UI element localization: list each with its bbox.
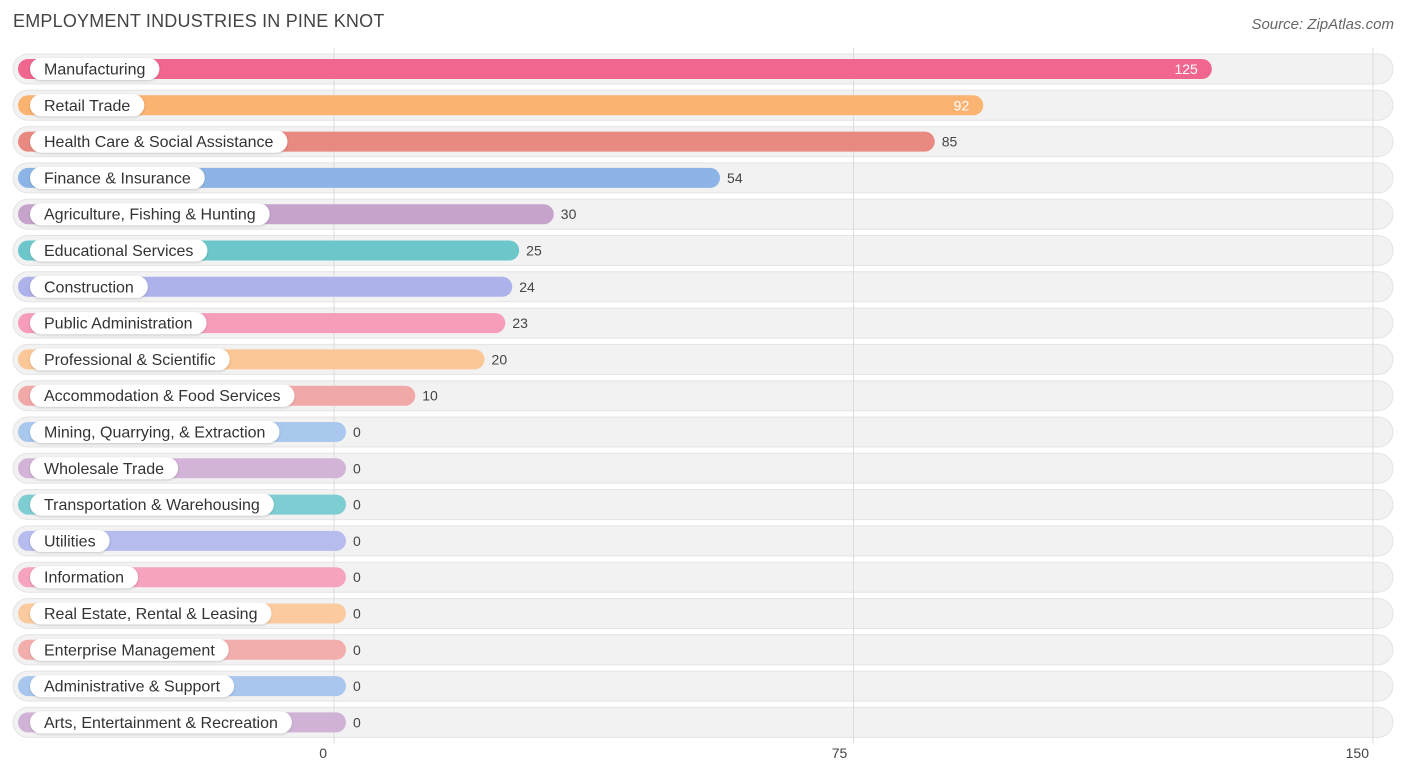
category-pill <box>30 203 270 226</box>
category-pill <box>30 421 280 443</box>
category-pill <box>30 602 272 625</box>
value-label: 30 <box>561 206 577 222</box>
category-pill <box>30 493 274 516</box>
category-pill <box>30 275 148 298</box>
category-pill <box>30 675 235 698</box>
category-pill <box>30 166 205 189</box>
category-pill <box>30 239 208 262</box>
category-label: Construction <box>44 279 134 296</box>
chart-title: EMPLOYMENT INDUSTRIES IN PINE KNOT <box>13 11 385 31</box>
row-track <box>12 452 1394 484</box>
value-label: 0 <box>353 533 361 549</box>
category-label: Accommodation & Food Services <box>44 388 281 405</box>
value-label: 0 <box>353 678 361 694</box>
category-label: Manufacturing <box>44 62 145 79</box>
category-label: Public Administration <box>44 316 193 333</box>
category-pill <box>30 711 292 734</box>
category-pill <box>30 348 230 371</box>
x-tick-label: 0 <box>319 745 327 761</box>
category-pill <box>30 566 139 589</box>
value-label: 85 <box>942 134 958 150</box>
x-tick-label: 150 <box>1346 745 1370 761</box>
value-label: 0 <box>353 642 361 658</box>
value-label: 0 <box>353 460 361 476</box>
value-label: 0 <box>353 606 361 622</box>
row-track <box>12 416 1394 448</box>
category-pill <box>30 312 207 335</box>
category-label: Information <box>44 570 124 587</box>
category-label: Administrative & Support <box>44 679 221 696</box>
bar <box>18 59 1212 79</box>
x-tick-label: 75 <box>832 745 848 761</box>
value-label: 54 <box>727 170 743 186</box>
category-label: Health Care & Social Assistance <box>44 134 274 151</box>
value-label: 25 <box>526 243 542 259</box>
category-pill <box>30 58 160 80</box>
source-label: Source: ZipAtlas.com <box>1251 16 1394 33</box>
category-label: Agriculture, Fishing & Hunting <box>44 207 256 224</box>
category-label: Arts, Entertainment & Recreation <box>44 715 278 732</box>
category-label: Transportation & Warehousing <box>44 497 260 514</box>
bar <box>18 95 984 116</box>
value-label: 20 <box>492 351 508 367</box>
row-track <box>12 706 1394 738</box>
row-track <box>12 525 1394 557</box>
row-track <box>12 489 1394 521</box>
row-track <box>12 561 1394 593</box>
category-label: Utilities <box>44 533 96 550</box>
category-pill <box>30 130 288 153</box>
row-track <box>12 634 1394 666</box>
category-label: Retail Trade <box>44 98 130 115</box>
category-label: Educational Services <box>44 243 193 260</box>
category-pill <box>30 529 110 552</box>
value-label: 0 <box>353 497 361 513</box>
value-label: 24 <box>519 279 535 295</box>
value-label: 23 <box>512 315 528 331</box>
category-pill <box>30 384 295 407</box>
category-pill <box>30 94 145 117</box>
category-label: Professional & Scientific <box>44 352 216 369</box>
category-pill <box>30 457 179 480</box>
row-track <box>12 670 1394 702</box>
row-track <box>12 598 1394 629</box>
value-label: 0 <box>353 569 361 585</box>
category-label: Mining, Quarrying, & Extraction <box>44 425 265 442</box>
value-label: 10 <box>422 388 438 404</box>
value-label: 0 <box>353 714 361 730</box>
value-label: 92 <box>954 97 970 113</box>
category-label: Real Estate, Rental & Leasing <box>44 606 257 623</box>
category-label: Wholesale Trade <box>44 461 164 478</box>
value-label: 0 <box>353 424 361 440</box>
category-pill <box>30 638 229 661</box>
category-label: Enterprise Management <box>44 642 215 659</box>
category-label: Finance & Insurance <box>44 170 191 187</box>
value-label: 125 <box>1174 61 1198 77</box>
